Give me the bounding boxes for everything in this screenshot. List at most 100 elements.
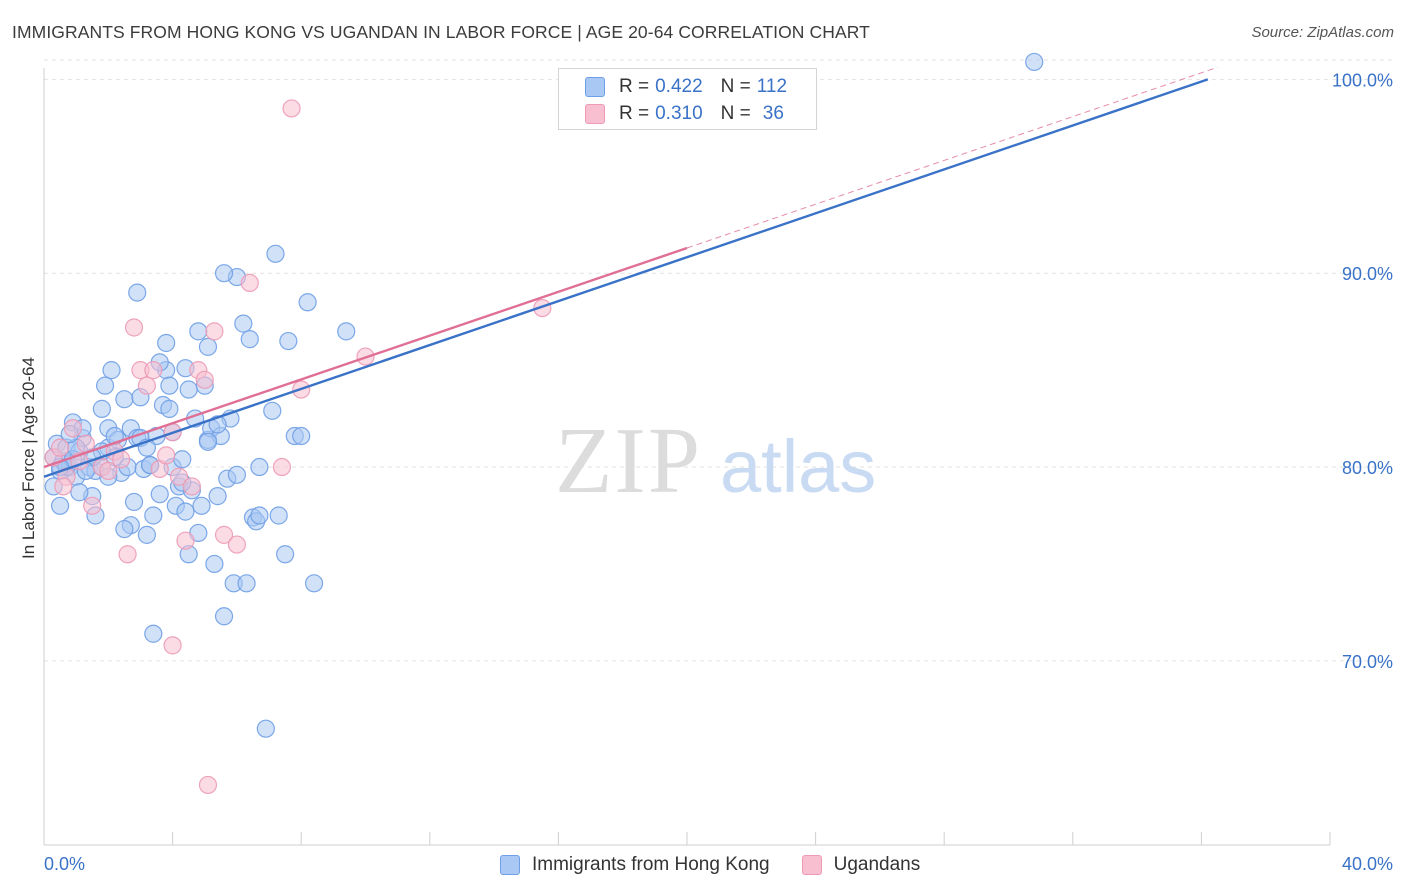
trend-layer <box>43 66 1218 478</box>
hong-kong-point <box>124 492 144 512</box>
y-tick-label: 80.0% <box>1342 458 1393 478</box>
legend-label: Ugandans <box>833 854 921 875</box>
hong-kong-point <box>144 624 163 643</box>
hong-kong-point <box>237 574 256 593</box>
ugandan-point <box>54 477 73 496</box>
hong-kong-point <box>198 432 218 451</box>
ugandan-point <box>227 535 246 554</box>
chart-title: IMMIGRANTS FROM HONG KONG VS UGANDAN IN … <box>12 22 870 42</box>
ugandan-point <box>137 376 156 395</box>
ugandan-point <box>50 438 70 457</box>
y-tick-label: 90.0% <box>1342 264 1393 284</box>
hong-kong-point <box>192 496 211 515</box>
legend-item-hong-kong[interactable]: Immigrants from Hong Kong <box>500 854 770 876</box>
stats-swatch-blue <box>585 77 605 97</box>
legend-swatch-pink <box>801 855 822 875</box>
legend-label: Immigrants from Hong Kong <box>532 854 770 875</box>
hong-kong-point <box>92 399 111 418</box>
hong-kong-point <box>144 506 163 525</box>
hong-kong-point <box>102 361 121 380</box>
hong-kong-point <box>160 376 179 395</box>
ugandan-trend-line <box>43 246 688 469</box>
hong-kong-point <box>95 376 115 395</box>
hong-kong-point <box>214 264 234 283</box>
y-tick-label: 70.0% <box>1342 652 1393 672</box>
hong-kong-point <box>298 293 317 312</box>
points-layer <box>44 52 1044 795</box>
stats-swatch-pink <box>585 104 605 124</box>
ugandan-point <box>99 461 118 481</box>
hong-kong-point <box>304 574 324 593</box>
axis-layer: 100.0% 90.0% 80.0% 70.0% <box>43 68 1393 846</box>
stats-n-label: N = <box>720 76 751 97</box>
hong-kong-point <box>176 502 195 521</box>
hong-kong-point <box>240 330 259 349</box>
ugandan-point <box>118 545 137 564</box>
ugandan-point <box>157 446 176 465</box>
chart-source: Source: ZipAtlas.com <box>1251 24 1394 41</box>
hong-kong-point <box>256 719 275 738</box>
hong-kong-point <box>137 525 156 544</box>
ugandan-point <box>272 457 292 477</box>
hong-kong-point <box>263 401 282 420</box>
hong-kong-point <box>250 457 269 477</box>
ugandan-point <box>533 298 552 318</box>
hong-kong-point <box>115 519 134 539</box>
hong-kong-point <box>205 554 224 574</box>
ugandan-point <box>63 419 83 438</box>
hong-kong-point <box>150 485 169 504</box>
ugandan-point <box>214 525 234 544</box>
stats-r-value: 0.422 <box>655 76 703 97</box>
legend-item-ugandans[interactable]: Ugandans <box>801 854 921 876</box>
ugandan-point <box>169 467 189 486</box>
hong-kong-point <box>1025 52 1044 72</box>
stats-legend-box: R = 0.422 N = 112 R = 0.310 N = 36 <box>558 68 817 130</box>
hong-kong-point <box>276 545 295 564</box>
chart-legend: Immigrants from Hong Kong Ugandans <box>500 852 952 878</box>
hong-kong-point <box>279 331 298 351</box>
ugandan-point <box>144 361 163 380</box>
ugandan-point <box>240 273 259 293</box>
x-tick-label-max: 40.0% <box>1342 854 1393 874</box>
ugandan-trend-extension <box>686 66 1218 249</box>
hong-kong-point <box>227 465 246 484</box>
hong-kong-point <box>160 399 179 418</box>
hong-kong-point <box>337 322 356 341</box>
ugandan-point <box>124 318 144 337</box>
ugandan-point <box>163 636 182 655</box>
hong-kong-point <box>115 390 134 409</box>
hong-kong-point <box>128 283 147 302</box>
stats-row-pink: R = 0.310 N = 36 <box>585 102 784 126</box>
hong-kong-point <box>198 337 218 356</box>
ugandan-point <box>83 496 102 515</box>
ugandan-point <box>198 775 218 795</box>
stats-n-value: 112 <box>756 76 788 97</box>
y-tick-label: 100.0% <box>1332 70 1393 90</box>
hong-kong-point <box>250 506 269 525</box>
watermark: ZIP atlas <box>555 409 876 513</box>
ugandan-point <box>176 531 195 550</box>
hong-kong-point <box>70 483 89 502</box>
stats-n-value: 36 <box>762 103 784 124</box>
watermark-atlas: atlas <box>720 425 876 508</box>
ugandan-point <box>205 322 224 341</box>
legend-swatch-blue <box>500 855 520 875</box>
y-axis-label: In Labor Force | Age 20-64 <box>19 357 38 559</box>
stats-r-label: R = <box>619 76 650 97</box>
hong-kong-point <box>173 450 192 469</box>
stats-r-label: R = <box>619 103 650 124</box>
hong-kong-point <box>234 314 253 333</box>
x-tick-label-min: 0.0% <box>44 854 85 874</box>
grid-layer <box>44 59 1392 662</box>
hong-kong-point <box>189 322 208 341</box>
hong-kong-point <box>292 426 311 446</box>
stats-n-label: N = <box>720 103 751 124</box>
hong-kong-point <box>214 607 234 626</box>
stats-r-value: 0.310 <box>655 103 703 124</box>
hong-kong-point <box>266 244 285 263</box>
hong-kong-trend-line <box>43 78 1209 478</box>
hong-kong-point <box>208 487 227 506</box>
hong-kong-point <box>269 506 288 525</box>
hong-kong-point <box>50 496 70 515</box>
